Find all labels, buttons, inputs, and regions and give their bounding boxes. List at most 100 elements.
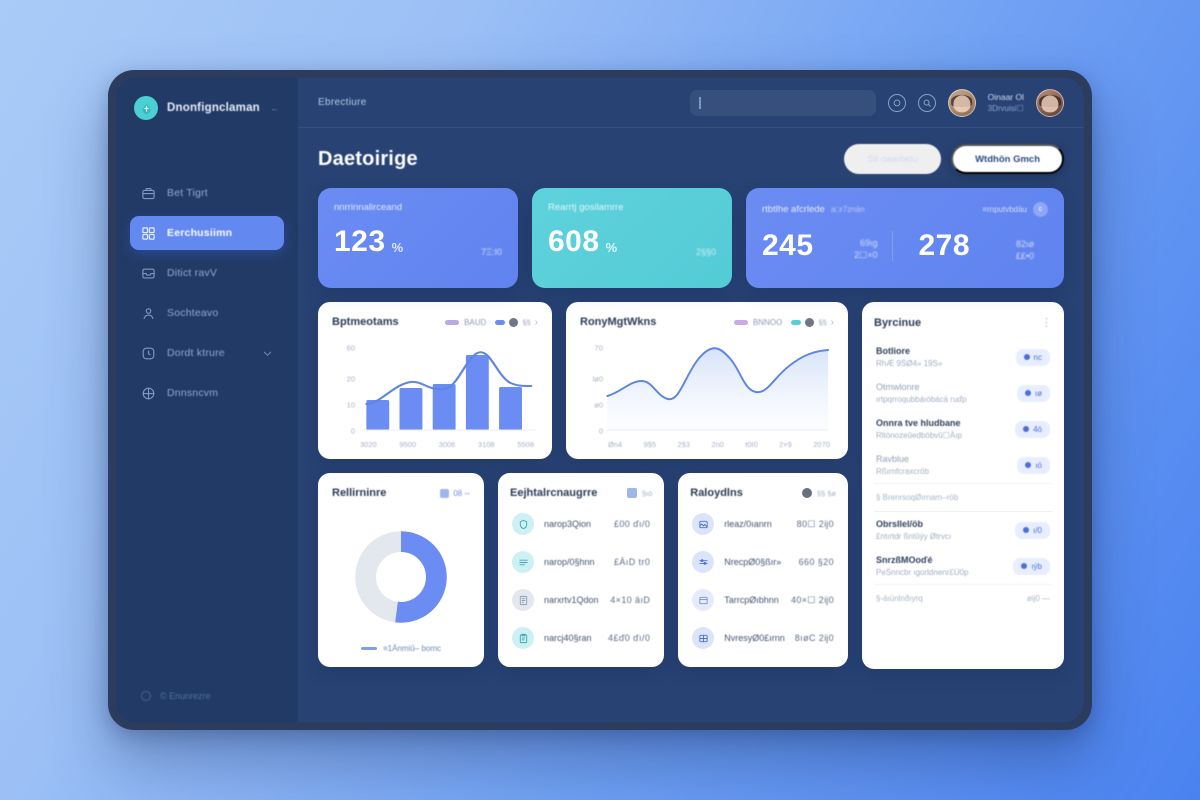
list-item[interactable]: narop3Qion £00 ďı/0 bbox=[510, 505, 652, 543]
sidebar-item-eerchusiimn[interactable]: Eerchusiimn bbox=[130, 216, 284, 250]
card-title: Bptmeotams bbox=[332, 316, 399, 328]
list-item-title: SnrzßMOoďé bbox=[876, 555, 933, 565]
secondary-action-button[interactable]: Sti oaarbktu bbox=[844, 144, 942, 174]
sidebar-item-ditict-ravv[interactable]: Ditict ravV bbox=[130, 256, 284, 290]
chevron-down-icon[interactable] bbox=[262, 348, 273, 359]
list-item-label: NvresyØ0£ırnn bbox=[724, 633, 785, 643]
sidebar-item-bet-tigrt[interactable]: Bet Tigrt bbox=[130, 176, 284, 210]
legend-label: BNNOO bbox=[752, 317, 783, 327]
status-badge: ıø bbox=[1016, 384, 1050, 402]
list-item[interactable]: Onnra tve hludbane Rltönozeûedböbvû☐Äıp … bbox=[874, 411, 1052, 447]
more-vertical-icon[interactable]: ⋮ bbox=[1041, 317, 1052, 329]
chevron-right-icon[interactable]: › bbox=[830, 316, 834, 328]
breadcrumb[interactable]: Ebrectiure bbox=[318, 97, 367, 108]
card-link-label: 08 ◦◦ bbox=[453, 488, 470, 498]
search-icon[interactable] bbox=[917, 93, 936, 112]
list-item[interactable]: TarrcpØıbhnn 40×☐ 2ĳ0 bbox=[690, 581, 836, 619]
y-tick: 60 bbox=[346, 343, 355, 353]
search-input[interactable] bbox=[689, 89, 876, 116]
topbar-right-group: Oinaar Ol 3Drvuisi☐ bbox=[689, 88, 1064, 117]
list-item[interactable]: narcj40§ran 4£ď0 ďı/0 bbox=[510, 619, 652, 657]
kpi-card-primary[interactable]: nnrrinnalirceand 123 % 7Ξ:I0 bbox=[318, 188, 518, 288]
legend-more[interactable]: §§ › bbox=[495, 317, 538, 328]
list-item[interactable]: NvresyØ0£ırnn 8ıøC 2ĳ0 bbox=[690, 619, 836, 657]
primary-action-button[interactable]: Wtdhön Gmch bbox=[951, 144, 1064, 174]
inbox-icon bbox=[141, 266, 156, 281]
sidebar-nav: Bet Tigrt Eerchusiimn Ditict ravV bbox=[130, 176, 284, 410]
legend-label: ≡1Änmiû– bomc bbox=[382, 644, 442, 653]
card-link[interactable]: 08 ◦◦ bbox=[440, 488, 470, 498]
list-item-label: narcj40§ran bbox=[544, 633, 592, 643]
chevron-right-icon[interactable]: › bbox=[534, 316, 538, 328]
status-badge: ıýb bbox=[1013, 557, 1050, 575]
panel-header: Byrcinue ⋮ bbox=[874, 316, 1052, 330]
legend-item[interactable]: BNNOO bbox=[733, 317, 783, 327]
panel-footer-right: øĳ0 — bbox=[1026, 594, 1050, 603]
page-header: Daetoirige Sti oaarbktu Wtdhön Gmch bbox=[318, 144, 1064, 174]
avatar[interactable] bbox=[947, 88, 976, 117]
kpi-unit: % bbox=[391, 240, 404, 255]
sidebar-item-dnnsncvm[interactable]: Dnnsncvm bbox=[130, 376, 284, 410]
sidebar-item-dordt-ktrure[interactable]: Dordt ktrure bbox=[130, 336, 284, 370]
brand-logo-group[interactable]: Dnonfignclaman ← bbox=[130, 96, 284, 120]
legend-item[interactable]: BAUD bbox=[445, 318, 486, 327]
list-item-value: 8ıøC 2ĳ0 bbox=[794, 633, 834, 643]
list-item-title: Ravblue bbox=[876, 454, 910, 464]
kpi-value: 278 bbox=[918, 229, 971, 262]
sidebar-item-label: Sochteavo bbox=[167, 307, 219, 319]
y-tick: 20 bbox=[346, 374, 355, 384]
list-item[interactable]: Otmwlonre ırtpqrroqubbáıóbácä ruďp ıø bbox=[874, 375, 1052, 411]
sidebar-spacer bbox=[130, 410, 284, 690]
x-tick: 3006 bbox=[438, 440, 456, 449]
list-item[interactable]: Ravblue Rßırnfcraxcröb ıö bbox=[874, 447, 1052, 483]
table-icon bbox=[692, 627, 715, 649]
list-item[interactable]: narop/0§hnn £ÄıD tr0 bbox=[510, 543, 652, 581]
kpi-card-teal[interactable]: Rearrtj gosilamrre 608 % 2§§0 bbox=[532, 188, 732, 288]
user-icon bbox=[141, 306, 156, 321]
kpi-card-wide[interactable]: rtbtlhe afcrlede a□r7znān ≡rnputvbdāu c … bbox=[746, 188, 1064, 288]
list-item[interactable]: Obrsllel/öb £ntırtdr ßntûýy Øtrvcı ı/0 bbox=[874, 511, 1052, 548]
legend-more[interactable]: §§ › bbox=[791, 317, 834, 328]
y-axis: 70 lø0 ø0 0 bbox=[580, 334, 606, 436]
x-tick: 9500 bbox=[399, 440, 417, 449]
panel-footer[interactable]: §-äıünlnðıyrq øĳ0 — bbox=[874, 584, 1052, 612]
sidebar-footer[interactable]: © Enunrezre bbox=[130, 690, 284, 708]
panel-list: Botliore RhÆ 9ŚØ4» 19S» nc Otmwlonre bbox=[874, 339, 1052, 612]
badge-label: ıö bbox=[1035, 460, 1042, 470]
list-item-label: NrecpØ0§ßır» bbox=[724, 557, 782, 567]
text-caret bbox=[698, 96, 701, 109]
activity-panel: Byrcinue ⋮ Botliore RhÆ 9ŚØ4» 19S» nc bbox=[862, 302, 1064, 669]
card-header-actions[interactable]: §ıö bbox=[626, 488, 652, 498]
list-item-subtitle: RhÆ 9ŚØ4» 19S» bbox=[876, 359, 943, 368]
y-tick: 70 bbox=[594, 343, 603, 353]
list-item[interactable]: narxrtv1Qdon 4×10 äıD bbox=[510, 581, 652, 619]
user-meta: Oinaar Ol 3Drvuisi☐ bbox=[988, 92, 1024, 113]
list-item[interactable]: rleaz/0ıanrn 80☐ 2ĳ0 bbox=[690, 505, 836, 543]
kpi-subvalue: 2☐×0 bbox=[854, 250, 878, 260]
status-badge[interactable]: ≡rnputvbdāu c bbox=[982, 202, 1048, 217]
legend-label: §§ bbox=[818, 317, 827, 327]
legend-label: BAUD bbox=[464, 317, 487, 327]
y-axis: 60 20 10 0 bbox=[332, 334, 358, 436]
card-header: RonyMgtWkns BNNOO §§ › bbox=[580, 316, 834, 328]
secondary-avatar[interactable] bbox=[1036, 88, 1064, 117]
x-tick: 5508 bbox=[517, 440, 534, 449]
list-item-label: narop3Qion bbox=[544, 519, 592, 529]
x-tick: 2§3 bbox=[677, 440, 690, 449]
notification-bell-icon[interactable] bbox=[887, 93, 906, 112]
bar-chart-plot: 60 20 10 0 bbox=[332, 334, 538, 436]
x-axis: Øn4 9§5 2§3 2n0 t0Ι0 2×9 2070 bbox=[580, 436, 834, 449]
avatar-dot-icon bbox=[805, 317, 815, 327]
badge-dot-icon bbox=[1023, 426, 1030, 432]
sidebar-item-sochteavo[interactable]: Sochteavo bbox=[130, 296, 284, 330]
x-tick: 9§5 bbox=[643, 440, 657, 449]
kpi-subvalues: 82ıø ££•0 bbox=[1016, 239, 1034, 261]
legend-swatch bbox=[360, 647, 377, 650]
card-header-actions[interactable]: §§ §ø bbox=[801, 488, 836, 498]
card-title: Eejhtalrcnaugrre bbox=[510, 487, 598, 499]
list-item[interactable]: Botliore RhÆ 9ŚØ4» 19S» nc bbox=[874, 339, 1052, 375]
list-item[interactable]: SnrzßMOoďé PeŚnncbr ıgorldnenr£Ù0p ıýb bbox=[874, 548, 1052, 584]
separator-note-label: § BrenrsoqØırnarn–röb bbox=[876, 493, 959, 502]
list-item[interactable]: NrecpØ0§ßır» 660 §20 bbox=[690, 543, 836, 581]
external-link-icon bbox=[440, 488, 450, 498]
